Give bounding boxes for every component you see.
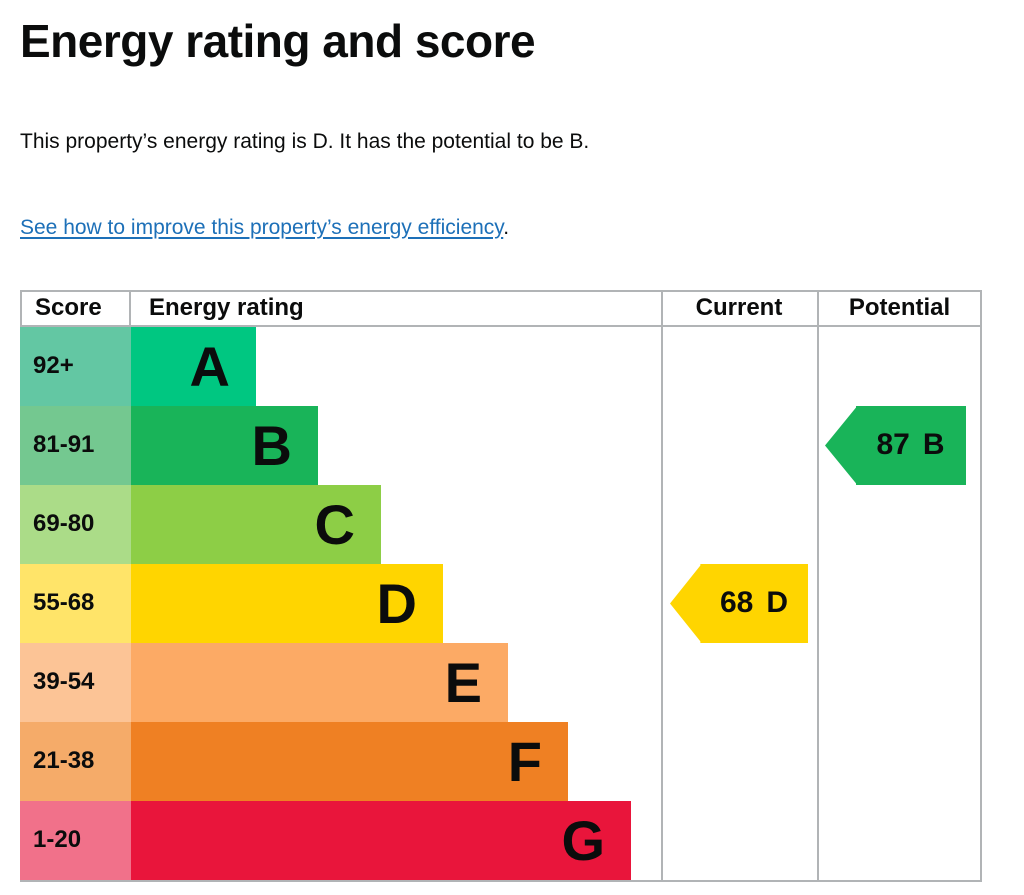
band-row-a: 92+ A — [20, 326, 982, 406]
rating-bar-c: C — [131, 484, 381, 564]
score-range-f: 21-38 — [20, 721, 131, 801]
rating-bar-a: A — [131, 326, 256, 406]
improve-link-line: See how to improve this property’s energ… — [20, 215, 1004, 240]
header-current: Current — [695, 294, 783, 322]
header-potential: Potential — [848, 294, 951, 322]
band-row-d: 55-68 D — [20, 563, 982, 643]
score-range-a: 92+ — [20, 326, 131, 406]
current-rating-letter: D — [766, 586, 789, 620]
score-range-b: 81-91 — [20, 405, 131, 485]
rating-bar-f: F — [131, 721, 568, 801]
score-range-c: 69-80 — [20, 484, 131, 564]
score-range-d: 55-68 — [20, 563, 131, 643]
potential-rating-arrow: 87 B — [825, 405, 966, 485]
score-range-g: 1-20 — [20, 800, 131, 880]
rating-bar-d: D — [131, 563, 443, 643]
improve-efficiency-link[interactable]: See how to improve this property’s energ… — [20, 215, 504, 239]
chart-header-row: Score Energy rating Current Potential — [20, 289, 982, 327]
chart-body: 92+ A 81-91 B 69-80 C 55-68 D 39-54 E 21-38 F 1-20 G — [20, 326, 982, 880]
potential-rating-letter: B — [922, 428, 945, 462]
band-row-g: 1-20 G — [20, 800, 982, 880]
current-column-divider — [661, 289, 663, 882]
potential-score-value: 87 — [876, 428, 910, 462]
header-score: Score — [20, 291, 131, 325]
summary-text: This property’s energy rating is D. It h… — [20, 129, 590, 153]
rating-bar-e: E — [131, 642, 508, 722]
band-row-e: 39-54 E — [20, 642, 982, 722]
band-row-b: 81-91 B — [20, 405, 982, 485]
epc-rating-chart: Score Energy rating Current Potential 92… — [20, 289, 982, 882]
header-energy-rating: Energy rating — [149, 294, 304, 322]
band-row-c: 69-80 C — [20, 484, 982, 564]
table-bottom-border — [20, 879, 982, 882]
link-period: . — [503, 215, 510, 239]
rating-bar-b: B — [131, 405, 318, 485]
page-title: Energy rating and score — [20, 15, 536, 67]
current-score-value: 68 — [719, 586, 754, 620]
band-row-f: 21-38 F — [20, 721, 982, 801]
rating-bar-g: G — [131, 800, 631, 880]
score-range-e: 39-54 — [20, 642, 131, 722]
current-rating-arrow: 68 D — [670, 563, 808, 643]
table-right-border — [980, 289, 982, 882]
potential-column-divider — [817, 289, 819, 882]
